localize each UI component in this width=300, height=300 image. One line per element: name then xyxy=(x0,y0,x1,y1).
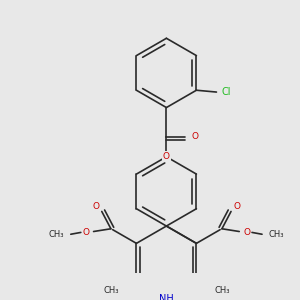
Text: Cl: Cl xyxy=(222,87,231,97)
Text: CH₃: CH₃ xyxy=(49,230,64,239)
Text: CH₃: CH₃ xyxy=(214,286,230,295)
Text: NH: NH xyxy=(159,294,174,300)
Text: O: O xyxy=(163,152,170,161)
Text: O: O xyxy=(83,228,90,237)
Text: O: O xyxy=(233,202,240,211)
Text: O: O xyxy=(191,132,198,141)
Text: CH₃: CH₃ xyxy=(103,286,118,295)
Text: O: O xyxy=(93,202,100,211)
Text: CH₃: CH₃ xyxy=(269,230,284,239)
Text: O: O xyxy=(243,228,250,237)
